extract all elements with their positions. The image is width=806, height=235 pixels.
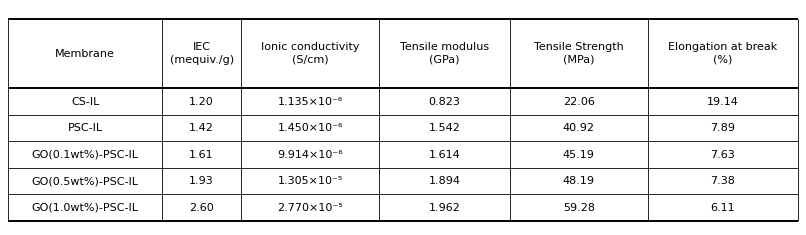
Text: Tensile Strength
(MPa): Tensile Strength (MPa) — [534, 42, 624, 65]
Text: Tensile modulus
(GPa): Tensile modulus (GPa) — [400, 42, 489, 65]
Text: 1.894: 1.894 — [429, 176, 460, 186]
Text: 2.60: 2.60 — [189, 203, 214, 213]
Text: IEC
(mequiv./g): IEC (mequiv./g) — [169, 42, 234, 65]
Text: PSC-IL: PSC-IL — [68, 123, 102, 133]
Text: 1.614: 1.614 — [429, 150, 460, 160]
Text: 59.28: 59.28 — [563, 203, 595, 213]
Text: 2.770×10⁻⁵: 2.770×10⁻⁵ — [277, 203, 343, 213]
Text: 40.92: 40.92 — [563, 123, 595, 133]
Text: 1.542: 1.542 — [429, 123, 460, 133]
Text: 1.20: 1.20 — [189, 97, 214, 107]
Text: GO(0.1wt%)-PSC-IL: GO(0.1wt%)-PSC-IL — [31, 150, 139, 160]
Text: 19.14: 19.14 — [707, 97, 739, 107]
Text: 22.06: 22.06 — [563, 97, 595, 107]
Text: Elongation at break
(%): Elongation at break (%) — [668, 42, 778, 65]
Text: 1.305×10⁻⁵: 1.305×10⁻⁵ — [277, 176, 343, 186]
Text: 7.38: 7.38 — [710, 176, 735, 186]
Text: 6.11: 6.11 — [711, 203, 735, 213]
Text: 0.823: 0.823 — [429, 97, 460, 107]
Text: 9.914×10⁻⁶: 9.914×10⁻⁶ — [277, 150, 343, 160]
Text: GO(1.0wt%)-PSC-IL: GO(1.0wt%)-PSC-IL — [31, 203, 139, 213]
Text: 1.962: 1.962 — [429, 203, 460, 213]
Text: 1.450×10⁻⁶: 1.450×10⁻⁶ — [277, 123, 343, 133]
Text: Ionic conductivity
(S/cm): Ionic conductivity (S/cm) — [261, 42, 359, 65]
Text: 1.135×10⁻⁶: 1.135×10⁻⁶ — [277, 97, 343, 107]
Text: 7.63: 7.63 — [711, 150, 735, 160]
Text: GO(0.5wt%)-PSC-IL: GO(0.5wt%)-PSC-IL — [31, 176, 139, 186]
Text: Membrane: Membrane — [55, 49, 115, 59]
Text: 1.42: 1.42 — [189, 123, 214, 133]
Text: CS-IL: CS-IL — [71, 97, 99, 107]
Text: 45.19: 45.19 — [563, 150, 595, 160]
Text: 1.61: 1.61 — [189, 150, 214, 160]
Text: 7.89: 7.89 — [710, 123, 735, 133]
Text: 1.93: 1.93 — [189, 176, 214, 186]
Text: 48.19: 48.19 — [563, 176, 595, 186]
